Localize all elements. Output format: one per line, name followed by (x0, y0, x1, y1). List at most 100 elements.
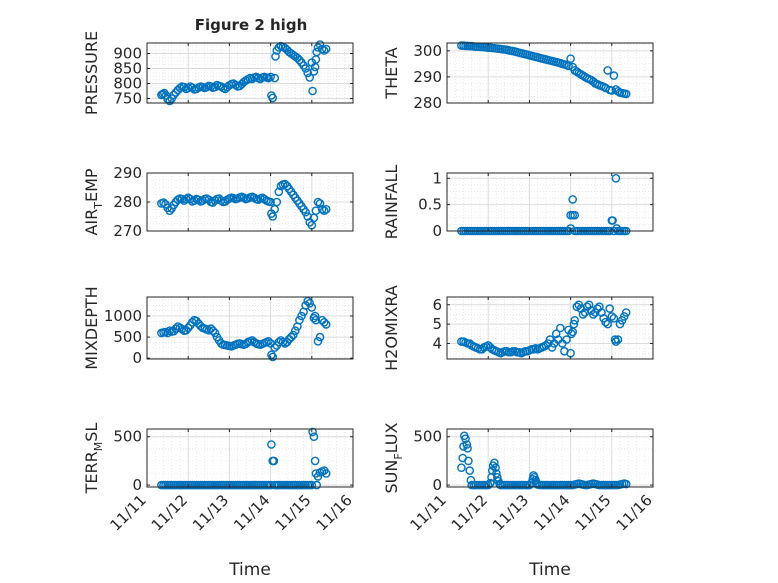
data-point (319, 317, 329, 327)
data-point (321, 469, 331, 478)
data-point (321, 204, 331, 214)
y-tick-label: 1000 (104, 307, 142, 325)
data-point (165, 206, 174, 215)
data-point (239, 193, 249, 202)
data-point (570, 315, 580, 325)
data-point (621, 308, 631, 317)
y-tick-label: 0 (132, 476, 142, 494)
data-point (255, 74, 265, 84)
axes-box (446, 428, 654, 488)
y-tick-label: 0 (432, 476, 442, 494)
data-point (309, 67, 319, 76)
data-point (572, 302, 582, 312)
subplot-rainfall: 0 0.5 1 RAINFALL (382, 165, 654, 240)
data-point (607, 86, 617, 95)
y-tick-label: 750 (113, 90, 142, 108)
data-point (462, 440, 472, 449)
series-terr_msl (157, 427, 331, 490)
data-point (266, 197, 275, 207)
data-point (286, 332, 296, 342)
data-point (179, 82, 189, 92)
y-tick-label: 280 (113, 193, 142, 211)
data-point (171, 324, 181, 333)
data-point (605, 304, 615, 313)
data-point (274, 43, 284, 52)
data-point (301, 64, 310, 73)
data-point (266, 480, 275, 490)
data-point (566, 54, 575, 64)
y-tick-label: 850 (113, 60, 142, 78)
data-point (187, 83, 197, 92)
data-point (312, 480, 322, 490)
y-tick-label: 6 (432, 296, 442, 314)
data-point (280, 179, 290, 189)
data-point (208, 326, 218, 336)
data-point (490, 458, 499, 468)
series-air_temp (157, 179, 331, 230)
data-point (465, 466, 475, 475)
data-point (159, 198, 168, 207)
data-point (311, 206, 321, 215)
series-theta (457, 41, 631, 99)
data-point (183, 323, 193, 333)
data-point (249, 193, 259, 202)
data-point (321, 320, 331, 329)
data-point (310, 311, 320, 321)
data-point (295, 55, 304, 65)
data-point (589, 310, 598, 319)
data-point (307, 303, 317, 312)
data-point (601, 317, 610, 327)
data-point (297, 311, 306, 321)
y-axis-label: RAINFALL (382, 165, 401, 240)
data-point (611, 173, 621, 183)
data-point (464, 456, 473, 466)
data-point (177, 324, 187, 334)
data-point (570, 210, 580, 220)
y-axis-label: TERRMSL (82, 423, 105, 495)
data-point (311, 315, 321, 325)
y-tick-label: 270 (113, 222, 142, 240)
data-point (194, 195, 203, 204)
data-point (463, 443, 472, 453)
y-tick-label: 500 (413, 428, 442, 446)
data-point (567, 329, 576, 339)
y-axis-label-rest: SL (82, 423, 101, 442)
data-point (317, 44, 327, 54)
data-point (603, 319, 613, 329)
data-point (303, 212, 313, 221)
data-point (267, 440, 276, 449)
data-point (268, 93, 278, 103)
data-point (308, 86, 317, 96)
data-point (301, 207, 310, 217)
y-tick-label: 4 (432, 335, 442, 353)
data-point (608, 216, 617, 225)
data-point (185, 194, 195, 204)
data-point (303, 68, 313, 78)
y-tick-label: 1 (432, 169, 442, 187)
data-point (175, 83, 185, 93)
data-point (192, 316, 201, 326)
axes-box (146, 428, 354, 488)
data-point (609, 313, 619, 323)
y-tick-label: 0.5 (418, 196, 442, 214)
data-point (568, 195, 578, 204)
data-point (303, 296, 313, 306)
subplot-h2omixra: 4 56 H2OMIXRA (382, 285, 654, 371)
data-point (190, 196, 199, 205)
data-point (270, 73, 280, 83)
data-point (307, 480, 317, 490)
y-axis-label: H2OMIXRA (382, 285, 401, 371)
data-point (305, 73, 315, 82)
data-point (568, 327, 578, 337)
data-point (313, 197, 323, 207)
y-tick-label: 0 (132, 349, 142, 367)
data-point (461, 434, 470, 444)
data-point (210, 196, 220, 205)
data-point (321, 44, 331, 54)
data-point (266, 72, 275, 82)
y-axis-label-subscript: M (92, 442, 105, 452)
y-axis-label: AIRTEMP (82, 168, 105, 235)
data-point (556, 323, 565, 333)
